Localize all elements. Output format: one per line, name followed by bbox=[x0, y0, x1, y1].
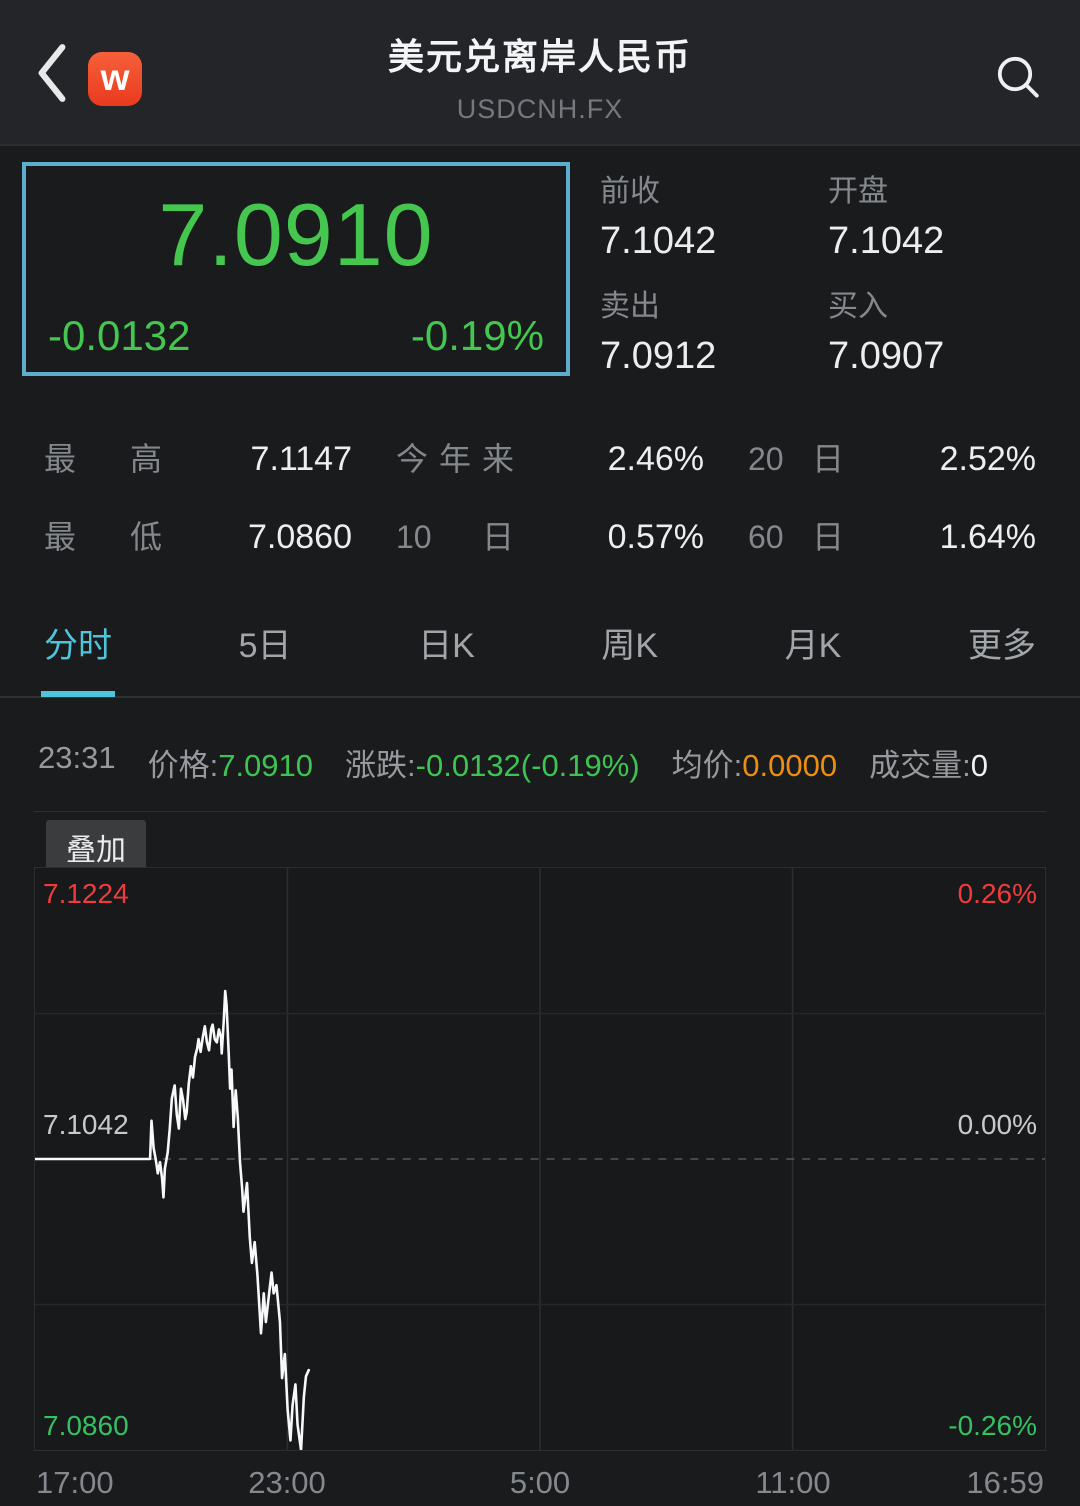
back-button[interactable] bbox=[34, 42, 78, 109]
chart-toolbar: 叠加 bbox=[34, 812, 1046, 876]
prev-close-cell: 前收 7.1042 bbox=[600, 166, 828, 263]
y-axis-mid-pct: 0.00% bbox=[957, 1109, 1037, 1140]
tab-monthly-k[interactable]: 月K bbox=[784, 627, 842, 665]
header: w 美元兑离岸人民币 USDCNH.FX bbox=[0, 0, 1080, 146]
x-tick-5-00: 5:00 bbox=[509, 1465, 571, 1500]
info-price-value: 7.0910 bbox=[218, 748, 314, 783]
quote-section: 7.0910 -0.0132 -0.19% 前收 7.1042 开盘 7.104… bbox=[0, 146, 1080, 400]
open-label: 开盘 bbox=[828, 175, 888, 208]
prev-close-value: 7.1042 bbox=[600, 220, 717, 262]
bid-label: 买入 bbox=[828, 290, 888, 323]
ask-label: 卖出 bbox=[600, 290, 660, 323]
ticker-code: USDCNH.FX bbox=[456, 94, 624, 124]
tab-5day[interactable]: 5日 bbox=[238, 627, 292, 665]
ytd-label: 今年来 bbox=[396, 441, 514, 477]
header-titles: 美元兑离岸人民币 USDCNH.FX bbox=[160, 28, 920, 125]
info-price: 价格:7.0910 bbox=[148, 740, 313, 785]
day20-value: 2.52% bbox=[939, 440, 1036, 478]
bid-cell: 买入 7.0907 bbox=[828, 281, 1056, 378]
wind-app-logo: w bbox=[88, 52, 142, 106]
info-change-value: -0.0132(-0.19%) bbox=[415, 748, 640, 783]
stats-section: 最高 7.1147 今年来 2.46% 20 日 2.52% 最低 7.0860… bbox=[0, 434, 1080, 558]
chevron-left-icon bbox=[34, 42, 70, 109]
day10-cell: 10 日 0.57% bbox=[396, 512, 704, 558]
info-change: 涨跌:-0.0132(-0.19%) bbox=[345, 740, 640, 785]
day10-label: 10 日 bbox=[396, 519, 514, 555]
price-line bbox=[35, 989, 311, 1450]
open-value: 7.1042 bbox=[828, 220, 945, 262]
high-value: 7.1147 bbox=[250, 440, 352, 478]
tab-more[interactable]: 更多 bbox=[967, 627, 1036, 665]
day60-label: 60 日 bbox=[748, 519, 844, 555]
x-axis: 17:00 23:00 5:00 11:00 16:59 bbox=[34, 1451, 1046, 1506]
search-icon bbox=[992, 56, 1044, 108]
ask-cell: 卖出 7.0912 bbox=[600, 281, 828, 378]
search-button[interactable] bbox=[992, 52, 1044, 104]
y-axis-mid-price: 7.1042 bbox=[43, 1109, 129, 1140]
price-change-row: -0.0132 -0.19% bbox=[26, 312, 566, 372]
info-time: 23:31 bbox=[38, 740, 116, 775]
last-price-box: 7.0910 -0.0132 -0.19% bbox=[22, 162, 570, 376]
stats-row-2: 最低 7.0860 10 日 0.57% 60 日 1.64% bbox=[44, 512, 1036, 558]
low-cell: 最低 7.0860 bbox=[44, 512, 352, 558]
intraday-chart: 叠加 7.1224 0.26% 7.1042 0.00% 7.0860 -0.2… bbox=[34, 811, 1046, 1506]
info-avg-label: 均价: bbox=[671, 748, 743, 783]
wind-logo-letter: w bbox=[100, 56, 130, 98]
bid-value: 7.0907 bbox=[828, 335, 945, 377]
price-change: -0.0132 bbox=[48, 312, 191, 359]
ask-value: 7.0912 bbox=[600, 335, 717, 377]
ytd-value: 2.46% bbox=[607, 440, 704, 478]
prev-close-label: 前收 bbox=[600, 175, 660, 208]
day10-value: 0.57% bbox=[607, 518, 704, 556]
info-change-label: 涨跌: bbox=[345, 748, 416, 783]
page-title: 美元兑离岸人民币 bbox=[387, 36, 692, 77]
crosshair-info-bar: 23:31 价格:7.0910 涨跌:-0.0132(-0.19%) 均价:0.… bbox=[0, 740, 1080, 785]
info-avg-value: 0.0000 bbox=[742, 748, 838, 783]
info-avg: 均价:0.0000 bbox=[672, 740, 837, 785]
high-cell: 最高 7.1147 bbox=[44, 434, 352, 480]
open-cell: 开盘 7.1042 bbox=[828, 166, 1056, 263]
day60-value: 1.64% bbox=[939, 518, 1036, 556]
tab-intraday[interactable]: 分时 bbox=[41, 618, 115, 697]
y-axis-top-price: 7.1224 bbox=[43, 878, 129, 909]
info-price-label: 价格: bbox=[147, 748, 219, 783]
stats-row-1: 最高 7.1147 今年来 2.46% 20 日 2.52% bbox=[44, 434, 1036, 480]
x-tick-23-00: 23:00 bbox=[248, 1465, 326, 1500]
y-axis-bottom-pct: -0.26% bbox=[948, 1410, 1037, 1441]
chart-plot-area[interactable]: 7.1224 0.26% 7.1042 0.00% 7.0860 -0.26% bbox=[34, 867, 1046, 1451]
low-value: 7.0860 bbox=[248, 518, 352, 556]
high-label: 最高 bbox=[44, 441, 162, 477]
info-volume-label: 成交量: bbox=[869, 748, 971, 783]
x-tick-17-00: 17:00 bbox=[36, 1465, 114, 1500]
price-change-pct: -0.19% bbox=[410, 312, 544, 359]
low-label: 最低 bbox=[44, 519, 162, 555]
x-tick-16-59: 16:59 bbox=[966, 1465, 1044, 1500]
tab-daily-k[interactable]: 日K bbox=[418, 627, 475, 665]
overlay-button[interactable]: 叠加 bbox=[46, 820, 146, 876]
day20-label: 20 日 bbox=[748, 441, 844, 477]
y-axis-top-pct: 0.26% bbox=[957, 878, 1037, 909]
tab-weekly-k[interactable]: 周K bbox=[601, 627, 659, 665]
x-tick-11-00: 11:00 bbox=[755, 1465, 831, 1500]
price-line-chart bbox=[35, 868, 1045, 1450]
info-volume-value: 0 bbox=[970, 748, 988, 783]
y-axis-bottom-price: 7.0860 bbox=[43, 1410, 129, 1441]
day60-cell: 60 日 1.64% bbox=[748, 512, 1036, 558]
quote-fields-grid: 前收 7.1042 开盘 7.1042 卖出 7.0912 买入 7.0907 bbox=[600, 166, 1056, 378]
ytd-cell: 今年来 2.46% bbox=[396, 434, 704, 480]
chart-period-tabs: 分时 5日 日K 周K 月K 更多 bbox=[0, 618, 1080, 698]
info-volume: 成交量:0 bbox=[869, 740, 988, 785]
day20-cell: 20 日 2.52% bbox=[748, 434, 1036, 480]
last-price: 7.0910 bbox=[158, 185, 434, 284]
